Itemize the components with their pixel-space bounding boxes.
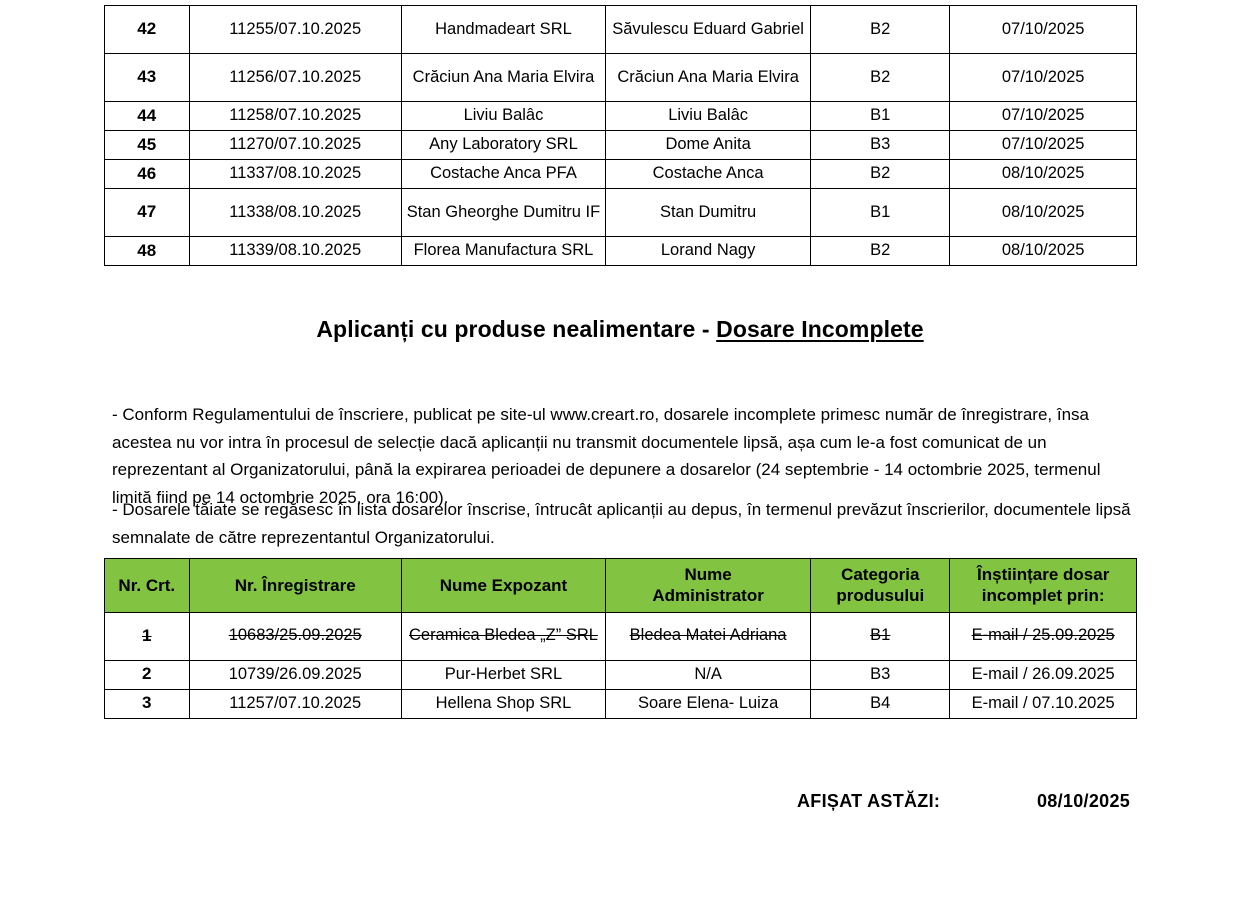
cell-administrator: Liviu Balâc: [605, 101, 812, 131]
cell-exhibitor: Ceramica Bledea „Z” SRL: [400, 611, 607, 661]
cell-registration: 11257/07.10.2025: [188, 688, 402, 719]
header-administrator-line1: Nume: [684, 565, 732, 584]
table-row: 47 11338/08.10.2025 Stan Gheorghe Dumitr…: [104, 188, 1137, 237]
section-title-plain: Aplicanți cu produse nealimentare -: [316, 316, 717, 342]
table-row: 2 10739/26.09.2025 Pur-Herbet SRL N/A B3…: [104, 659, 1137, 690]
cell-exhibitor: Pur-Herbet SRL: [400, 659, 607, 690]
cell-administrator: Dome Anita: [605, 130, 812, 160]
cell-notice: E-mail / 26.09.2025: [949, 659, 1137, 690]
cell-registration: 11255/07.10.2025: [188, 5, 402, 54]
cell-exhibitor: Costache Anca PFA: [400, 159, 607, 189]
cell-notice: E-mail / 25.09.2025: [949, 611, 1137, 661]
header-registration: Nr. Înregistrare: [188, 558, 402, 613]
header-category: Categoria produsului: [810, 558, 951, 613]
cell-exhibitor: Florea Manufactura SRL: [400, 236, 607, 266]
cell-category: B1: [810, 611, 951, 661]
cell-administrator: Bledea Matei Adriana: [605, 611, 812, 661]
cell-exhibitor: Liviu Balâc: [400, 101, 607, 131]
table-row: 48 11339/08.10.2025 Florea Manufactura S…: [104, 236, 1137, 266]
cell-date: 08/10/2025: [949, 236, 1137, 266]
table-row: 3 11257/07.10.2025 Hellena Shop SRL Soar…: [104, 688, 1137, 719]
cell-category: B2: [810, 236, 951, 266]
cell-exhibitor: Handmadeart SRL: [400, 5, 607, 54]
cell-administrator: Stan Dumitru: [605, 188, 812, 237]
cell-nr: 44: [104, 101, 190, 131]
cell-date: 08/10/2025: [949, 159, 1137, 189]
cell-date: 08/10/2025: [949, 188, 1137, 237]
footer-label: AFIȘAT ASTĂZI:: [797, 791, 941, 811]
cell-registration: 10683/25.09.2025: [188, 611, 402, 661]
table-row: 42 11255/07.10.2025 Handmadeart SRL Săvu…: [104, 5, 1137, 54]
cell-nr: 48: [104, 236, 190, 266]
cell-exhibitor: Stan Gheorghe Dumitru IF: [400, 188, 607, 237]
applicants-table-body: 42 11255/07.10.2025 Handmadeart SRL Săvu…: [104, 5, 1137, 266]
incomplete-table-body: 1 10683/25.09.2025 Ceramica Bledea „Z” S…: [104, 611, 1137, 719]
cell-category: B2: [810, 159, 951, 189]
table-row: 43 11256/07.10.2025 Crăciun Ana Maria El…: [104, 53, 1137, 102]
cell-exhibitor: Crăciun Ana Maria Elvira: [400, 53, 607, 102]
cell-administrator: Crăciun Ana Maria Elvira: [605, 53, 812, 102]
header-nr: Nr. Crt.: [104, 558, 190, 613]
cell-date: 07/10/2025: [949, 101, 1137, 131]
incomplete-table-header: Nr. Crt. Nr. Înregistrare Nume Expozant …: [104, 558, 1137, 613]
cell-category: B4: [810, 688, 951, 719]
cell-nr: 3: [104, 688, 190, 719]
incomplete-files-table: Nr. Crt. Nr. Înregistrare Nume Expozant …: [104, 558, 1137, 719]
table-row: 44 11258/07.10.2025 Liviu Balâc Liviu Ba…: [104, 101, 1137, 131]
section-title: Aplicanți cu produse nealimentare - Dosa…: [0, 316, 1240, 343]
header-administrator-line2: Administrator: [652, 586, 764, 606]
cell-category: B1: [810, 188, 951, 237]
cell-nr: 2: [104, 659, 190, 690]
cell-registration: 10739/26.09.2025: [188, 659, 402, 690]
table-row: 1 10683/25.09.2025 Ceramica Bledea „Z” S…: [104, 611, 1137, 661]
header-notice-line1: Înștiințare dosar: [977, 565, 1110, 584]
cell-category: B3: [810, 659, 951, 690]
header-exhibitor: Nume Expozant: [400, 558, 607, 613]
cell-category: B2: [810, 5, 951, 54]
cell-category: B1: [810, 101, 951, 131]
cell-registration: 11337/08.10.2025: [188, 159, 402, 189]
cell-nr: 1: [104, 611, 190, 661]
table-row: 45 11270/07.10.2025 Any Laboratory SRL D…: [104, 130, 1137, 160]
cell-date: 07/10/2025: [949, 53, 1137, 102]
cell-date: 07/10/2025: [949, 130, 1137, 160]
section-title-underlined: Dosare Incomplete: [716, 316, 924, 342]
cell-administrator: Soare Elena- Luiza: [605, 688, 812, 719]
header-category-line2: produsului: [836, 586, 925, 606]
paragraph-regulation-note: - Conform Regulamentului de înscriere, p…: [112, 405, 1101, 507]
cell-registration: 11270/07.10.2025: [188, 130, 402, 160]
header-notice-line2: incomplet prin:: [981, 586, 1105, 606]
cell-registration: 11256/07.10.2025: [188, 53, 402, 102]
header-notice: Înștiințare dosar incomplet prin:: [949, 558, 1137, 613]
cell-administrator: Săvulescu Eduard Gabriel: [605, 5, 812, 54]
header-administrator: Nume Administrator: [605, 558, 812, 613]
paragraph-strikethrough-note: - Dosarele tăiate se regăsesc în lista d…: [112, 500, 1131, 547]
header-row: Nr. Crt. Nr. Înregistrare Nume Expozant …: [104, 558, 1137, 613]
header-category-line1: Categoria: [841, 565, 920, 584]
cell-nr: 45: [104, 130, 190, 160]
cell-administrator: Lorand Nagy: [605, 236, 812, 266]
cell-exhibitor: Any Laboratory SRL: [400, 130, 607, 160]
cell-category: B2: [810, 53, 951, 102]
cell-nr: 42: [104, 5, 190, 54]
cell-date: 07/10/2025: [949, 5, 1137, 54]
footer-date: 08/10/2025: [1037, 791, 1131, 811]
cell-nr: 43: [104, 53, 190, 102]
cell-administrator: Costache Anca: [605, 159, 812, 189]
cell-exhibitor: Hellena Shop SRL: [400, 688, 607, 719]
table-row: 46 11337/08.10.2025 Costache Anca PFA Co…: [104, 159, 1137, 189]
cell-administrator: N/A: [605, 659, 812, 690]
cell-nr: 47: [104, 188, 190, 237]
cell-category: B3: [810, 130, 951, 160]
cell-registration: 11258/07.10.2025: [188, 101, 402, 131]
cell-registration: 11338/08.10.2025: [188, 188, 402, 237]
cell-registration: 11339/08.10.2025: [188, 236, 402, 266]
applicants-table: 42 11255/07.10.2025 Handmadeart SRL Săvu…: [104, 5, 1137, 266]
cell-nr: 46: [104, 159, 190, 189]
cell-notice: E-mail / 07.10.2025: [949, 688, 1137, 719]
